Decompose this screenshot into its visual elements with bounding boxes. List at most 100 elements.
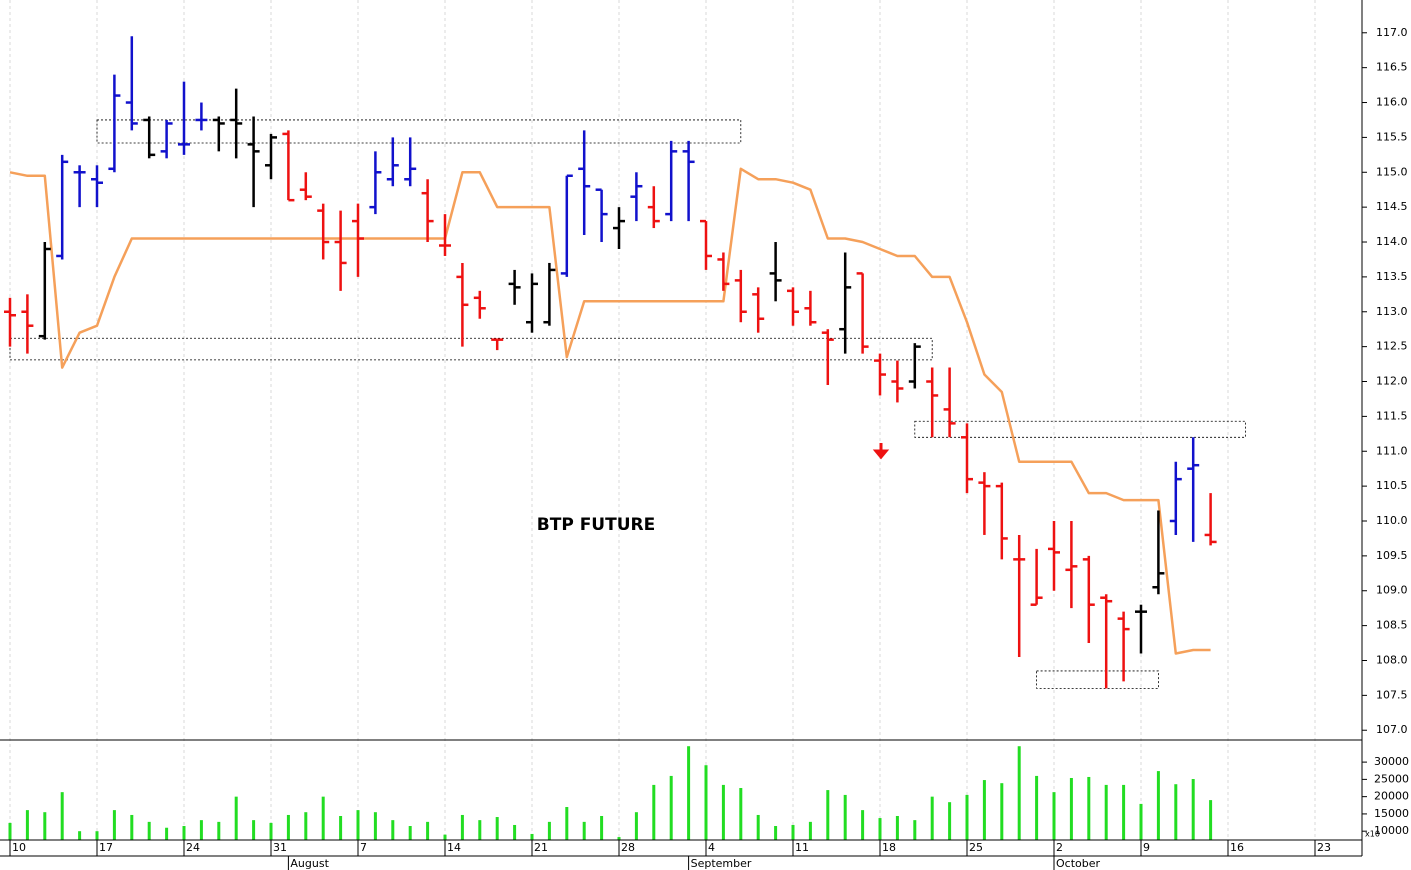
volume-bar <box>356 810 360 840</box>
volume-bar <box>739 788 743 840</box>
y-tick-label: 112.5 <box>1376 340 1408 353</box>
zone <box>9 337 933 361</box>
volume-bar <box>165 827 169 840</box>
y-tick-label: 115.0 <box>1376 165 1408 178</box>
volume-bar <box>60 792 64 840</box>
volume-bar <box>321 796 325 840</box>
volume-bar <box>1122 784 1126 840</box>
volume-bar <box>147 821 151 840</box>
x-tick-label: 23 <box>1317 841 1331 854</box>
marks-layer <box>4 36 1246 840</box>
volume-tick-label: 25000 <box>1374 772 1409 785</box>
y-tick-label: 113.5 <box>1376 270 1408 283</box>
volume-bar <box>1156 771 1160 840</box>
volume-bar <box>808 821 812 840</box>
y-tick-label: 108.0 <box>1376 653 1408 666</box>
volume-bar <box>78 831 82 840</box>
volume-bar <box>443 834 447 840</box>
y-tick-label: 107.0 <box>1376 723 1408 736</box>
month-label: September <box>691 857 752 870</box>
volume-bar <box>756 814 760 840</box>
volume-bar <box>1191 779 1195 840</box>
volume-bar <box>1017 746 1021 840</box>
volume-bar <box>617 837 621 840</box>
y-tick-label: 109.0 <box>1376 584 1408 597</box>
zone <box>96 119 742 144</box>
volume-bar <box>965 794 969 840</box>
month-label: August <box>290 857 329 870</box>
volume-bar <box>547 821 551 840</box>
volume-bar <box>826 790 830 840</box>
y-tick-label: 110.0 <box>1376 514 1408 527</box>
y-tick-label: 107.5 <box>1376 688 1408 701</box>
volume-bar <box>1104 784 1108 840</box>
y-tick-label: 108.5 <box>1376 619 1408 632</box>
volume-bar <box>861 810 865 840</box>
y-tick-label: 109.5 <box>1376 549 1408 562</box>
volume-tick-label: 20000 <box>1374 790 1409 803</box>
y-tick-label: 116.0 <box>1376 96 1408 109</box>
y-tick-label: 111.0 <box>1376 444 1408 457</box>
y-tick-label: 113.0 <box>1376 305 1408 318</box>
x-tick-label: 21 <box>534 841 548 854</box>
volume-tick-label: 30000 <box>1374 755 1409 768</box>
volume-bar <box>182 826 186 840</box>
volume-bar <box>391 820 395 840</box>
volume-bar <box>1209 800 1213 840</box>
volume-bar <box>1052 792 1056 840</box>
volume-bar <box>339 815 343 840</box>
volume-bar <box>1087 776 1091 840</box>
volume-bar <box>217 821 221 840</box>
signal-arrow <box>872 443 890 460</box>
volume-bar <box>95 831 99 840</box>
volume-tick-label: 10000 <box>1374 824 1409 837</box>
volume-bar <box>252 820 256 840</box>
volume-bar <box>1174 784 1178 840</box>
volume-bar <box>895 815 899 840</box>
volume-bar <box>652 784 656 840</box>
x-tick-label: 17 <box>99 841 113 854</box>
volume-bar <box>634 812 638 840</box>
volume-unit-label: x10 <box>1365 830 1380 839</box>
volume-bar <box>530 833 534 840</box>
volume-bar <box>286 814 290 840</box>
x-tick-label: 2 <box>1056 841 1063 854</box>
volume-bar <box>669 775 673 840</box>
volume-bar <box>234 796 238 840</box>
volume-bar <box>130 814 134 840</box>
volume-bar <box>721 784 725 840</box>
volume-bar <box>1035 775 1039 840</box>
volume-bar <box>199 820 203 840</box>
volume-bar <box>304 812 308 840</box>
month-label: October <box>1056 857 1100 870</box>
x-tick-label: 4 <box>708 841 715 854</box>
zone <box>914 420 1246 438</box>
volume-bar <box>582 821 586 840</box>
x-tick-label: 14 <box>447 841 461 854</box>
y-tick-label: 110.5 <box>1376 479 1408 492</box>
volume-bar <box>687 746 691 840</box>
y-tick-label: 115.5 <box>1376 130 1408 143</box>
volume-bar <box>843 794 847 840</box>
volume-tick-label: 15000 <box>1374 807 1409 820</box>
volume-bar <box>408 826 412 840</box>
volume-bar <box>704 765 708 840</box>
y-tick-label: 112.0 <box>1376 375 1408 388</box>
zone <box>1036 670 1159 689</box>
x-tick-label: 7 <box>360 841 367 854</box>
y-tick-label: 114.5 <box>1376 200 1408 213</box>
volume-bar <box>913 820 917 840</box>
volume-bar <box>495 817 499 840</box>
y-tick-label: 111.5 <box>1376 409 1408 422</box>
volume-bar <box>8 822 12 840</box>
x-tick-label: 24 <box>186 841 200 854</box>
volume-bar <box>112 810 116 840</box>
volume-bar <box>948 802 952 840</box>
volume-bar <box>478 820 482 840</box>
volume-bar <box>930 796 934 840</box>
x-tick-label: 18 <box>882 841 896 854</box>
volume-bar <box>565 807 569 840</box>
y-tick-label: 116.5 <box>1376 61 1408 74</box>
y-tick-label: 117.0 <box>1376 26 1408 39</box>
